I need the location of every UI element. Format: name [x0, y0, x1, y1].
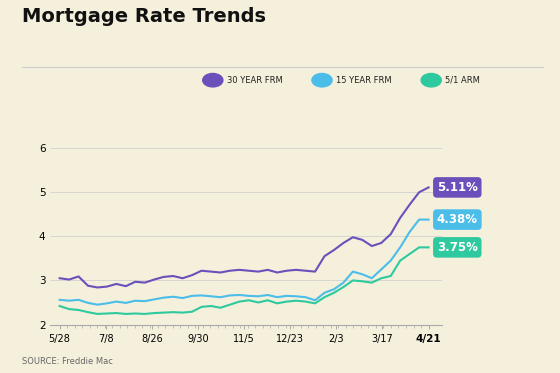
- Text: 5/1 ARM: 5/1 ARM: [445, 76, 480, 85]
- Text: 30 YEAR FRM: 30 YEAR FRM: [227, 76, 283, 85]
- Text: 4.38%: 4.38%: [437, 213, 478, 226]
- Text: 5.11%: 5.11%: [437, 181, 478, 194]
- Text: 15 YEAR FRM: 15 YEAR FRM: [336, 76, 391, 85]
- Text: Mortgage Rate Trends: Mortgage Rate Trends: [22, 7, 267, 26]
- Text: SOURCE: Freddie Mac: SOURCE: Freddie Mac: [22, 357, 113, 366]
- Text: 3.75%: 3.75%: [437, 241, 478, 254]
